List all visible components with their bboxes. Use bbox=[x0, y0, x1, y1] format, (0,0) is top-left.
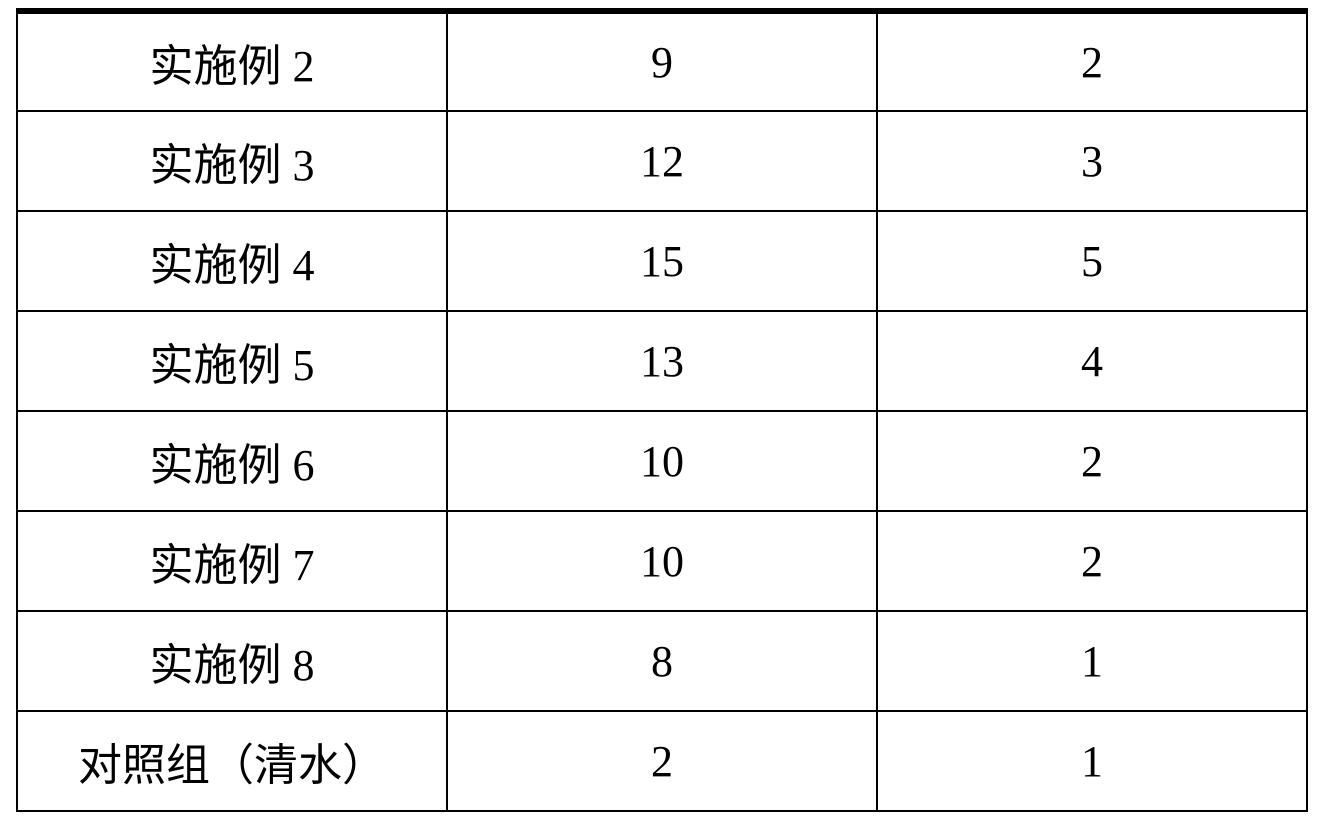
cell-value-a: 13 bbox=[447, 311, 877, 411]
cell-label: 对照组（清水） bbox=[17, 711, 447, 811]
cell-value-b: 1 bbox=[877, 711, 1307, 811]
table-row: 实施例 2 9 2 bbox=[17, 11, 1307, 111]
cell-label: 实施例 5 bbox=[17, 311, 447, 411]
cell-label: 实施例 6 bbox=[17, 411, 447, 511]
cell-value-b: 1 bbox=[877, 611, 1307, 711]
table-row: 实施例 7 10 2 bbox=[17, 511, 1307, 611]
cell-value-a: 15 bbox=[447, 211, 877, 311]
cell-label: 实施例 7 bbox=[17, 511, 447, 611]
cell-value-a: 2 bbox=[447, 711, 877, 811]
cell-value-a: 8 bbox=[447, 611, 877, 711]
cell-value-a: 10 bbox=[447, 411, 877, 511]
cell-value-a: 10 bbox=[447, 511, 877, 611]
cell-value-b: 3 bbox=[877, 111, 1307, 211]
table-row: 实施例 8 8 1 bbox=[17, 611, 1307, 711]
table-body: 实施例 2 9 2 实施例 3 12 3 实施例 4 15 5 实施例 5 13… bbox=[17, 11, 1307, 811]
cell-label: 实施例 3 bbox=[17, 111, 447, 211]
table-row: 实施例 5 13 4 bbox=[17, 311, 1307, 411]
cell-value-b: 5 bbox=[877, 211, 1307, 311]
cell-value-b: 2 bbox=[877, 11, 1307, 111]
cell-value-b: 2 bbox=[877, 411, 1307, 511]
table-row: 实施例 4 15 5 bbox=[17, 211, 1307, 311]
cell-value-a: 9 bbox=[447, 11, 877, 111]
cell-value-b: 4 bbox=[877, 311, 1307, 411]
cell-label: 实施例 4 bbox=[17, 211, 447, 311]
cell-value-b: 2 bbox=[877, 511, 1307, 611]
table-row: 实施例 6 10 2 bbox=[17, 411, 1307, 511]
cell-label: 实施例 8 bbox=[17, 611, 447, 711]
page-container: 实施例 2 9 2 实施例 3 12 3 实施例 4 15 5 实施例 5 13… bbox=[0, 0, 1324, 823]
table-row: 对照组（清水） 2 1 bbox=[17, 711, 1307, 811]
cell-label: 实施例 2 bbox=[17, 11, 447, 111]
table-row: 实施例 3 12 3 bbox=[17, 111, 1307, 211]
cell-value-a: 12 bbox=[447, 111, 877, 211]
data-table: 实施例 2 9 2 实施例 3 12 3 实施例 4 15 5 实施例 5 13… bbox=[16, 8, 1308, 812]
